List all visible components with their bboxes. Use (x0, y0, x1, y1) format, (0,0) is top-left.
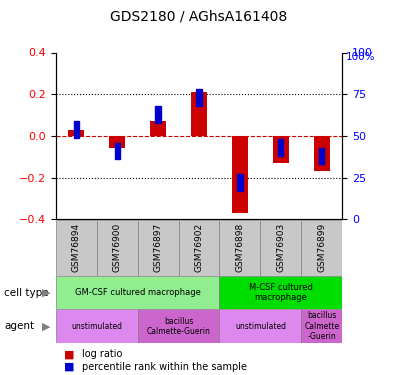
Text: ■: ■ (64, 362, 74, 372)
Bar (237, 174, 242, 191)
Bar (109, 136, 125, 148)
Text: GSM76900: GSM76900 (113, 223, 122, 273)
Text: percentile rank within the sample: percentile rank within the sample (82, 362, 247, 372)
Bar (56, 276, 219, 309)
Bar (138, 309, 219, 343)
Text: GSM76899: GSM76899 (317, 223, 326, 273)
Text: unstimulated: unstimulated (71, 322, 122, 331)
Bar (260, 220, 301, 276)
Bar (314, 136, 330, 171)
Text: bacillus
Calmette
-Guerin: bacillus Calmette -Guerin (304, 311, 339, 341)
Bar (150, 122, 166, 136)
Y-axis label: 100%: 100% (346, 53, 376, 63)
Bar (97, 220, 138, 276)
Bar (68, 130, 84, 136)
Text: GSM76903: GSM76903 (276, 223, 285, 273)
Text: unstimulated: unstimulated (235, 322, 286, 331)
Bar (219, 309, 301, 343)
Bar (196, 89, 202, 106)
Bar (138, 220, 179, 276)
Bar (56, 309, 138, 343)
Bar (191, 92, 207, 136)
Bar (301, 309, 342, 343)
Text: log ratio: log ratio (82, 350, 122, 359)
Text: M-CSF cultured
macrophage: M-CSF cultured macrophage (249, 283, 313, 302)
Text: GSM76898: GSM76898 (236, 223, 244, 273)
Text: cell type: cell type (4, 288, 49, 297)
Text: GSM76897: GSM76897 (154, 223, 162, 273)
Bar (56, 220, 97, 276)
Bar (219, 220, 260, 276)
Bar (179, 220, 219, 276)
Text: agent: agent (4, 321, 34, 331)
Text: GSM76902: GSM76902 (195, 224, 203, 272)
Bar (219, 276, 342, 309)
Bar (301, 220, 342, 276)
Bar (319, 148, 324, 164)
Text: bacillus
Calmette-Guerin: bacillus Calmette-Guerin (146, 316, 211, 336)
Bar (156, 106, 161, 123)
Text: GDS2180 / AGhsA161408: GDS2180 / AGhsA161408 (110, 9, 288, 23)
Text: GSM76894: GSM76894 (72, 224, 81, 272)
Text: ■: ■ (64, 350, 74, 359)
Text: ▶: ▶ (41, 288, 50, 297)
Text: GM-CSF cultured macrophage: GM-CSF cultured macrophage (75, 288, 201, 297)
Bar (278, 139, 283, 156)
Bar (273, 136, 289, 163)
Bar (74, 121, 79, 138)
Text: ▶: ▶ (41, 321, 50, 331)
Bar (115, 142, 120, 159)
Bar (232, 136, 248, 213)
